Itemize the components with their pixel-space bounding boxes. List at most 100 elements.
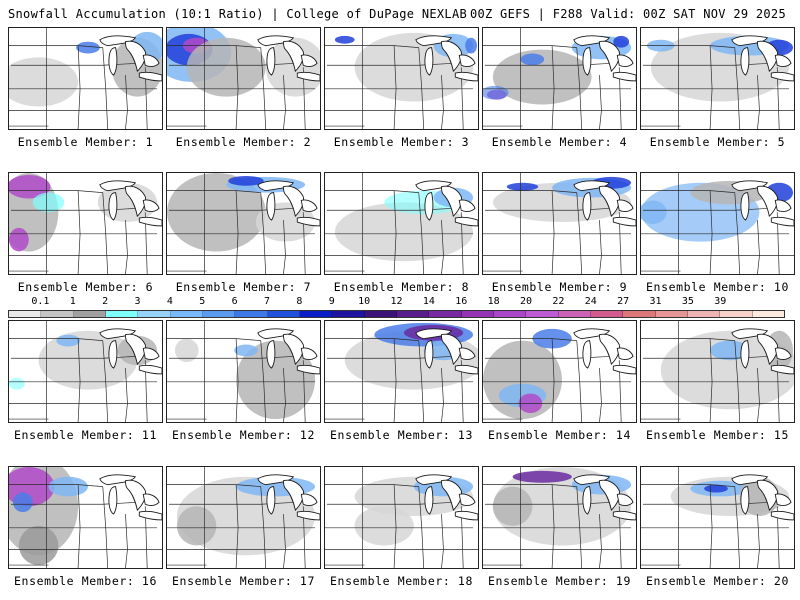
ensemble-member-label: Ensemble Member: 6 xyxy=(17,280,154,294)
colorbar-swatch xyxy=(170,311,203,317)
ensemble-member-map xyxy=(8,466,163,569)
colorbar-tick-label: 5 xyxy=(199,296,206,307)
colorbar-swatch xyxy=(396,311,430,317)
ensemble-member-label: Ensemble Member: 3 xyxy=(333,135,470,149)
colorbar-swatch xyxy=(461,311,494,317)
ensemble-member-map xyxy=(166,27,321,130)
ensemble-member-map xyxy=(482,466,637,569)
snowfall-map-graphic xyxy=(325,28,478,129)
ensemble-member-label: Ensemble Member: 1 xyxy=(17,135,154,149)
colorbar-tick-label: 8 xyxy=(296,296,303,307)
ensemble-member-map xyxy=(324,172,479,275)
ensemble-member-map xyxy=(8,27,163,130)
colorbar-tick-label: 2 xyxy=(102,296,109,307)
snowfall-map-graphic xyxy=(483,467,636,568)
colorbar-swatch xyxy=(235,311,268,317)
snowfall-map-graphic xyxy=(167,28,320,129)
snowfall-map-graphic xyxy=(641,321,794,422)
colorbar-tick-label: 6 xyxy=(231,296,238,307)
colorbar-swatch xyxy=(364,311,397,317)
colorbar-swatch xyxy=(720,311,753,317)
colorbar-swatch xyxy=(687,311,721,317)
colorbar-swatch xyxy=(299,311,333,317)
colorbar-tick-label: 9 xyxy=(328,296,335,307)
snowfall-map-graphic xyxy=(483,173,636,274)
ensemble-member-map xyxy=(8,172,163,275)
colorbar-tick-label: 35 xyxy=(681,296,694,307)
snowfall-colorbar xyxy=(8,310,785,318)
ensemble-member-map xyxy=(640,320,795,423)
ensemble-member-label: Ensemble Member: 9 xyxy=(491,280,628,294)
map-title: Snowfall Accumulation (10:1 Ratio) | Col… xyxy=(8,7,468,21)
ensemble-member-label: Ensemble Member: 19 xyxy=(488,574,631,588)
colorbar-tick-label: 10 xyxy=(358,296,371,307)
ensemble-member-label: Ensemble Member: 18 xyxy=(330,574,473,588)
ensemble-member-map xyxy=(324,27,479,130)
colorbar-tick-label: 16 xyxy=(455,296,468,307)
colorbar-tick-label: 7 xyxy=(263,296,271,307)
snowfall-map-graphic xyxy=(167,173,320,274)
colorbar-swatch xyxy=(73,311,106,317)
ensemble-member-label: Ensemble Member: 11 xyxy=(14,428,157,442)
colorbar-swatch xyxy=(493,311,527,317)
colorbar-swatch xyxy=(655,311,688,317)
ensemble-member-map xyxy=(482,320,637,423)
colorbar-swatch xyxy=(623,311,656,317)
ensemble-member-label: Ensemble Member: 8 xyxy=(333,280,470,294)
colorbar-tick-label: 31 xyxy=(649,296,662,307)
colorbar-labels: 0.1 1 2 3 4 5 6 7 8 9 10 12 14 16 18 20 22 24 27 31 35 39 xyxy=(8,296,785,309)
colorbar-swatch xyxy=(332,311,365,317)
snowfall-map-graphic xyxy=(9,321,162,422)
ensemble-member-map xyxy=(640,27,795,130)
colorbar-tick-label: 4 xyxy=(166,296,173,307)
snowfall-map-graphic xyxy=(641,467,794,568)
ensemble-member-map xyxy=(324,466,479,569)
colorbar-tick-label: 22 xyxy=(552,296,565,307)
colorbar-tick-label: 12 xyxy=(390,296,403,307)
colorbar-swatch xyxy=(202,311,236,317)
ensemble-member-label: Ensemble Member: 2 xyxy=(175,135,312,149)
snowfall-map-graphic xyxy=(167,321,320,422)
colorbar-swatch xyxy=(429,311,462,317)
ensemble-member-label: Ensemble Member: 20 xyxy=(646,574,789,588)
snowfall-map-graphic xyxy=(325,321,478,422)
ensemble-member-map xyxy=(166,466,321,569)
ensemble-member-label: Ensemble Member: 13 xyxy=(330,428,473,442)
ensemble-member-label: Ensemble Member: 5 xyxy=(649,135,786,149)
colorbar-tick-label: 1 xyxy=(69,296,76,307)
colorbar-swatch xyxy=(267,311,300,317)
ensemble-member-label: Ensemble Member: 15 xyxy=(646,428,789,442)
snowfall-map-graphic xyxy=(325,173,478,274)
ensemble-member-label: Ensemble Member: 16 xyxy=(14,574,157,588)
ensemble-member-map xyxy=(640,172,795,275)
snowfall-map-graphic xyxy=(9,467,162,568)
snowfall-map-graphic xyxy=(483,28,636,129)
model-run-info: 00Z GEFS | F288 Valid: 00Z SAT NOV 29 20… xyxy=(469,7,786,21)
colorbar-swatch xyxy=(105,311,139,317)
colorbar-tick-label: 18 xyxy=(487,296,500,307)
snowfall-map-graphic xyxy=(483,321,636,422)
colorbar-swatch xyxy=(526,311,559,317)
ensemble-member-map xyxy=(482,27,637,130)
ensemble-member-label: Ensemble Member: 12 xyxy=(172,428,315,442)
ensemble-member-label: Ensemble Member: 17 xyxy=(172,574,315,588)
ensemble-member-label: Ensemble Member: 7 xyxy=(175,280,312,294)
colorbar-swatch xyxy=(590,311,624,317)
colorbar-tick-label: 39 xyxy=(714,296,727,307)
ensemble-member-map xyxy=(482,172,637,275)
snowfall-map-graphic xyxy=(167,467,320,568)
colorbar-tick-label: 0.1 xyxy=(31,296,50,307)
colorbar-tick-label: 20 xyxy=(519,296,533,307)
colorbar-swatch xyxy=(9,311,42,317)
colorbar-swatch xyxy=(41,311,74,317)
colorbar-tick-label: 14 xyxy=(422,296,435,307)
ensemble-member-map xyxy=(640,466,795,569)
ensemble-member-map xyxy=(166,320,321,423)
colorbar-swatch xyxy=(138,311,171,317)
colorbar-tick-label: 24 xyxy=(584,296,597,307)
snowfall-map-graphic xyxy=(641,28,794,129)
snowfall-map-graphic xyxy=(9,173,162,274)
ensemble-member-map xyxy=(324,320,479,423)
colorbar-swatch xyxy=(558,311,591,317)
snowfall-map-graphic xyxy=(9,28,162,129)
